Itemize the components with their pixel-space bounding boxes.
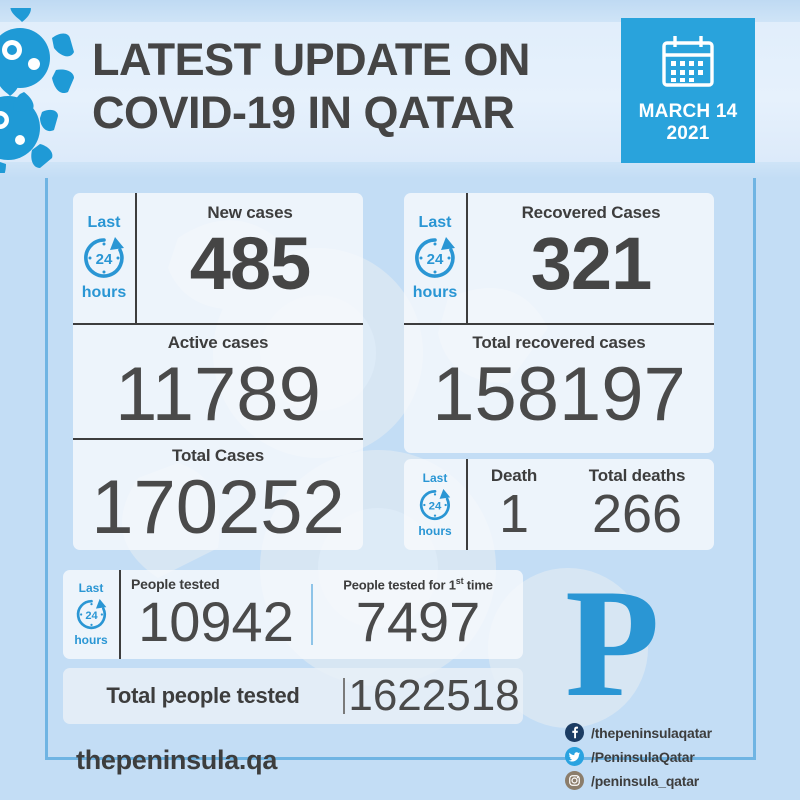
instagram-handle: /peninsula_qatar — [591, 772, 700, 789]
new-cases-value: 485 — [189, 222, 311, 305]
total-deaths-label: Total deaths — [588, 466, 686, 485]
recovered-cases-row: Last 24 hours — [404, 193, 714, 323]
hours-label: hours — [81, 284, 127, 301]
main-panel: Last 24 hours — [45, 178, 756, 790]
last-label: Last — [418, 214, 452, 231]
new-cases-label: New cases — [207, 203, 293, 222]
hours-label: hours — [418, 523, 452, 538]
card-total-people-tested: Total people tested 1622518 — [63, 668, 523, 724]
people-tested-value: 10942 — [138, 590, 294, 653]
total-recovered-value: 158197 — [432, 352, 686, 437]
divider-horizontal — [73, 438, 363, 440]
label-pre: People tested for 1 — [343, 577, 456, 593]
death-value: 1 — [498, 484, 530, 544]
divider-vertical — [466, 193, 468, 323]
new-cases-row: Last 24 hours — [73, 193, 363, 323]
date-line2: 2021 — [666, 123, 710, 144]
hours-label: hours — [74, 633, 108, 647]
card-deaths: Last 24 hours — [404, 459, 714, 550]
total-recovered-stat: Total recovered cases 158197 — [404, 333, 714, 435]
clock-24h-icon: 24 — [415, 237, 455, 278]
recovered-cases-label: Recovered Cases — [521, 203, 661, 222]
people-tested-first-stat: People tested for 1st time 7497 — [313, 570, 523, 659]
death-stat: Death 1 — [468, 459, 560, 550]
last-24-hours-badge: Last 24 hours — [404, 193, 466, 323]
facebook-handle: /thepeninsulaqatar — [591, 724, 712, 741]
peninsula-logo: P — [565, 557, 660, 729]
date-line1: MARCH 14 — [638, 101, 738, 122]
total-cases-stat: Total Cases 170252 — [73, 446, 363, 548]
total-deaths-stat: Total deaths 266 — [560, 459, 714, 550]
hours-label: hours — [412, 284, 458, 301]
svg-text:24: 24 — [427, 251, 444, 268]
last-24-hours-badge: Last 24 hours — [63, 570, 119, 659]
new-cases-stat: New cases 485 — [137, 193, 363, 323]
total-people-tested-value: 1622518 — [348, 671, 520, 720]
card-left-cases: Last 24 hours — [73, 193, 363, 550]
card-recovered: Last 24 hours — [404, 193, 714, 453]
last-label: Last — [78, 581, 104, 595]
social-link-twitter[interactable]: /PeninsulaQatar — [565, 747, 765, 766]
twitter-handle: /PeninsulaQatar — [591, 748, 695, 765]
header-band-top — [0, 0, 800, 22]
coronavirus-icon — [0, 8, 74, 173]
divider-vertical — [466, 459, 468, 550]
date-badge: MARCH 14 2021 — [621, 18, 755, 163]
active-cases-stat: Active cases 11789 — [73, 333, 363, 435]
divider-horizontal — [404, 323, 714, 325]
clock-24h-icon: 24 — [76, 598, 106, 630]
social-link-instagram[interactable]: /peninsula_qatar — [565, 771, 765, 790]
people-tested-stat: People tested 10942 — [121, 570, 311, 659]
divider-vertical — [135, 193, 137, 323]
website-url[interactable]: thepeninsula.qa — [76, 745, 278, 775]
facebook-icon — [565, 723, 584, 742]
active-cases-label: Active cases — [167, 333, 269, 352]
divider-vertical — [343, 678, 345, 714]
total-people-tested-label: Total people tested — [106, 683, 300, 708]
last-24-hours-badge: Last 24 hours — [73, 193, 135, 323]
people-tested-row: Last 24 hours — [63, 570, 523, 659]
header: LATEST UPDATE ON COVID-19 IN QATAR — [0, 0, 800, 178]
total-recovered-label: Total recovered cases — [472, 333, 646, 352]
last-label: Last — [87, 214, 121, 231]
page-title: LATEST UPDATE ON COVID-19 IN QATAR — [92, 33, 612, 139]
people-tested-first-value: 7497 — [355, 590, 481, 654]
total-cases-value: 170252 — [91, 465, 345, 550]
header-band-bottom — [0, 162, 800, 178]
label-sup: st — [455, 576, 464, 586]
divider-horizontal — [73, 323, 363, 325]
recovered-cases-stat: Recovered Cases 321 — [468, 193, 714, 323]
twitter-icon — [565, 747, 584, 766]
people-tested-first-label: People tested for 1st time — [313, 576, 523, 592]
label-post: time — [463, 577, 493, 593]
last-label: Last — [422, 470, 448, 485]
date-text: MARCH 14 2021 — [639, 101, 738, 145]
divider-vertical — [119, 570, 121, 659]
card-people-tested: Last 24 hours — [63, 570, 523, 659]
last-24-hours-badge: Last 24 hours — [404, 459, 466, 550]
social-link-facebook[interactable]: /thepeninsulaqatar — [565, 723, 765, 742]
svg-text:24: 24 — [96, 251, 113, 268]
total-deaths-value: 266 — [591, 484, 683, 544]
svg-text:24: 24 — [85, 610, 98, 622]
social-links: /thepeninsulaqatar /PeninsulaQatar /peni… — [565, 723, 765, 795]
total-cases-label: Total Cases — [172, 446, 264, 465]
active-cases-value: 11789 — [115, 352, 321, 437]
svg-text:24: 24 — [429, 500, 442, 512]
clock-24h-icon: 24 — [419, 488, 451, 520]
clock-24h-icon: 24 — [84, 237, 124, 278]
instagram-icon — [565, 771, 584, 790]
page-title-line2: COVID-19 IN QATAR — [92, 87, 515, 138]
total-people-tested-row: Total people tested 1622518 — [63, 668, 523, 724]
calendar-icon — [662, 36, 714, 87]
page-title-line1: LATEST UPDATE ON — [92, 34, 530, 85]
people-tested-label: People tested — [131, 576, 220, 592]
divider-vertical-blue — [311, 584, 313, 645]
deaths-row: Last 24 hours — [404, 459, 714, 550]
death-label: Death — [490, 466, 538, 485]
recovered-cases-value: 321 — [530, 222, 652, 305]
